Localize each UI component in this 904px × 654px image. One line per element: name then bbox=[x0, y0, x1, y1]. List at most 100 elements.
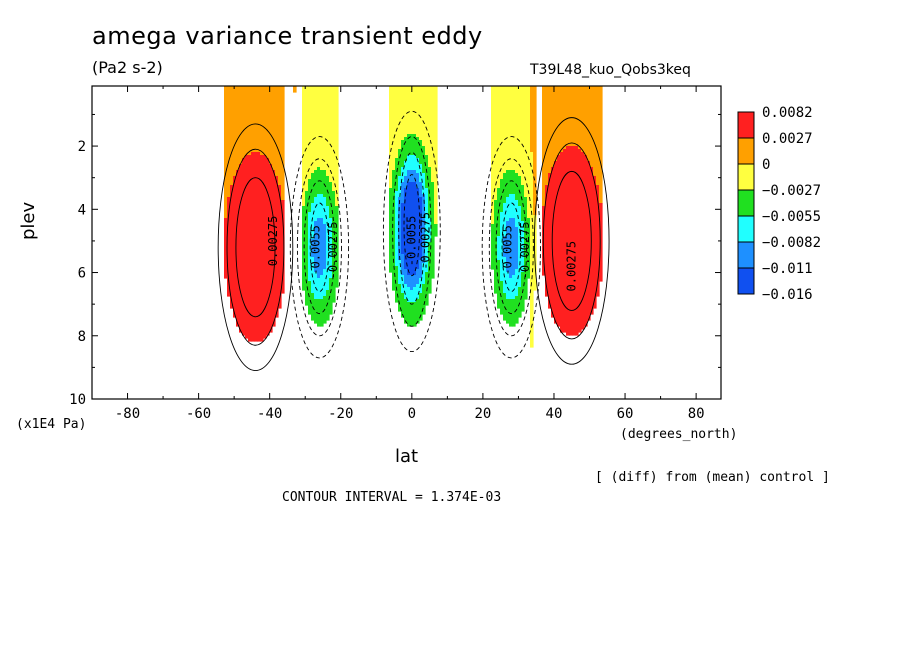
field-cell bbox=[320, 218, 324, 276]
field-cell bbox=[422, 263, 426, 285]
field-cell bbox=[509, 194, 513, 219]
x-tick-label: 60 bbox=[617, 406, 634, 422]
field-cell bbox=[329, 278, 333, 315]
field-cell bbox=[515, 86, 519, 174]
field-cell bbox=[311, 173, 315, 204]
field-cell bbox=[515, 200, 519, 228]
contour-line bbox=[392, 136, 432, 327]
field-cell bbox=[518, 287, 522, 318]
colorbar-label: −0.0082 bbox=[762, 235, 821, 251]
field-cell bbox=[329, 182, 333, 219]
field-cell bbox=[248, 155, 252, 342]
field-cell bbox=[500, 281, 504, 315]
field-cell bbox=[314, 221, 318, 273]
field-cell bbox=[278, 86, 282, 186]
x-axis-units: (degrees_north) bbox=[620, 427, 738, 442]
field-cell bbox=[227, 86, 231, 198]
contour-line bbox=[481, 136, 541, 359]
field-cell bbox=[251, 86, 255, 153]
contour-line bbox=[488, 158, 534, 337]
field-cell bbox=[422, 194, 426, 264]
field-cell bbox=[584, 86, 588, 156]
field-cell bbox=[317, 218, 321, 279]
contour-line bbox=[398, 151, 426, 305]
field-cell bbox=[419, 140, 423, 165]
colorbar-swatch bbox=[737, 241, 755, 269]
field-cell bbox=[545, 86, 549, 186]
field-cell bbox=[326, 86, 330, 177]
field-cell bbox=[398, 284, 402, 312]
field-cell bbox=[416, 284, 420, 300]
field-cell bbox=[506, 299, 510, 324]
field-cell bbox=[401, 254, 405, 276]
contour-label: -0.00275 bbox=[326, 222, 340, 280]
colorbar-label: −0.011 bbox=[762, 261, 813, 277]
field-cell bbox=[281, 86, 285, 201]
field-cell bbox=[305, 86, 309, 192]
contour-fills bbox=[224, 86, 603, 348]
x-axis-label: lat bbox=[395, 446, 419, 467]
field-cell bbox=[410, 290, 414, 303]
field-cell bbox=[407, 134, 411, 156]
field-cell bbox=[545, 185, 549, 297]
diff-note: [ (diff) from (mean) control ] bbox=[595, 470, 830, 485]
field-cell bbox=[224, 86, 228, 219]
field-cell bbox=[416, 137, 420, 159]
y-axis-label: plev bbox=[18, 201, 39, 240]
field-cell bbox=[320, 275, 324, 300]
field-cell bbox=[323, 86, 327, 171]
x-tick-label: 20 bbox=[474, 406, 491, 422]
field-cell bbox=[317, 86, 321, 168]
field-cell bbox=[434, 86, 438, 225]
x-tick-label: 40 bbox=[546, 406, 563, 422]
field-cell bbox=[509, 170, 513, 195]
field-cell bbox=[404, 188, 408, 270]
field-cell bbox=[311, 257, 315, 294]
colorbar-swatch bbox=[737, 163, 755, 191]
field-cell bbox=[326, 206, 330, 291]
field-cell bbox=[332, 86, 336, 192]
field-cell bbox=[275, 176, 279, 318]
colorbar-label: 0 bbox=[762, 157, 770, 173]
field-cell bbox=[503, 257, 507, 294]
field-cell bbox=[407, 275, 411, 288]
field-cell bbox=[272, 86, 276, 171]
field-cell bbox=[422, 86, 426, 147]
field-cell bbox=[230, 185, 234, 309]
field-cell bbox=[410, 302, 414, 327]
field-cell bbox=[419, 86, 423, 141]
field-cell bbox=[260, 155, 264, 342]
field-cell bbox=[242, 158, 246, 336]
field-cell bbox=[548, 86, 552, 174]
y-tick-label: 4 bbox=[78, 202, 86, 218]
field-cell bbox=[302, 206, 306, 291]
field-cell bbox=[413, 134, 417, 156]
contour-line bbox=[289, 136, 350, 359]
field-cell bbox=[551, 86, 555, 168]
contour-label: -0.0055 bbox=[308, 225, 322, 276]
field-cell bbox=[593, 176, 597, 309]
field-cell bbox=[317, 278, 321, 300]
field-cell bbox=[308, 281, 312, 315]
field-cell bbox=[422, 284, 426, 315]
field-cell bbox=[521, 185, 525, 222]
field-cell bbox=[317, 194, 321, 219]
field-cell bbox=[413, 86, 417, 135]
field-cell bbox=[578, 86, 582, 150]
field-cell bbox=[419, 260, 423, 279]
field-cell bbox=[398, 176, 402, 198]
field-cell bbox=[407, 170, 411, 183]
contour-label: -0.0055 bbox=[404, 216, 418, 267]
field-cell bbox=[548, 173, 552, 309]
field-cell bbox=[428, 86, 432, 168]
field-cell bbox=[410, 182, 414, 276]
field-cell bbox=[431, 182, 435, 279]
colorbar-swatch bbox=[737, 111, 755, 139]
field-cell bbox=[551, 167, 555, 318]
field-cell bbox=[416, 188, 420, 270]
field-cell bbox=[563, 149, 567, 333]
field-cell bbox=[434, 224, 438, 237]
field-cell bbox=[509, 278, 513, 300]
field-cell bbox=[395, 86, 399, 159]
field-cell bbox=[512, 218, 516, 276]
